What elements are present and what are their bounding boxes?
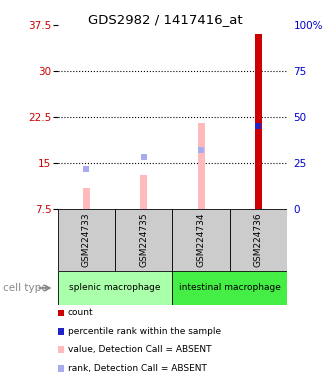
Bar (198, 123, 205, 209)
Bar (83, 188, 90, 209)
Text: GSM224734: GSM224734 (197, 213, 206, 267)
Bar (173, 271, 287, 305)
Bar (115, 209, 173, 271)
Bar (230, 209, 287, 271)
Bar (58, 271, 173, 305)
Text: GSM224733: GSM224733 (82, 213, 91, 267)
Text: GSM224736: GSM224736 (254, 213, 263, 267)
Text: intestinal macrophage: intestinal macrophage (179, 283, 281, 293)
Text: value, Detection Call = ABSENT: value, Detection Call = ABSENT (68, 345, 211, 354)
Text: cell type: cell type (3, 283, 48, 293)
Text: rank, Detection Call = ABSENT: rank, Detection Call = ABSENT (68, 364, 207, 373)
Text: splenic macrophage: splenic macrophage (69, 283, 161, 293)
Bar (173, 209, 230, 271)
Bar (255, 34, 262, 209)
Bar (140, 175, 147, 209)
Text: GSM224735: GSM224735 (139, 213, 148, 267)
Bar (58, 209, 115, 271)
Text: GDS2982 / 1417416_at: GDS2982 / 1417416_at (88, 13, 242, 26)
Text: percentile rank within the sample: percentile rank within the sample (68, 327, 221, 336)
Text: count: count (68, 308, 93, 318)
